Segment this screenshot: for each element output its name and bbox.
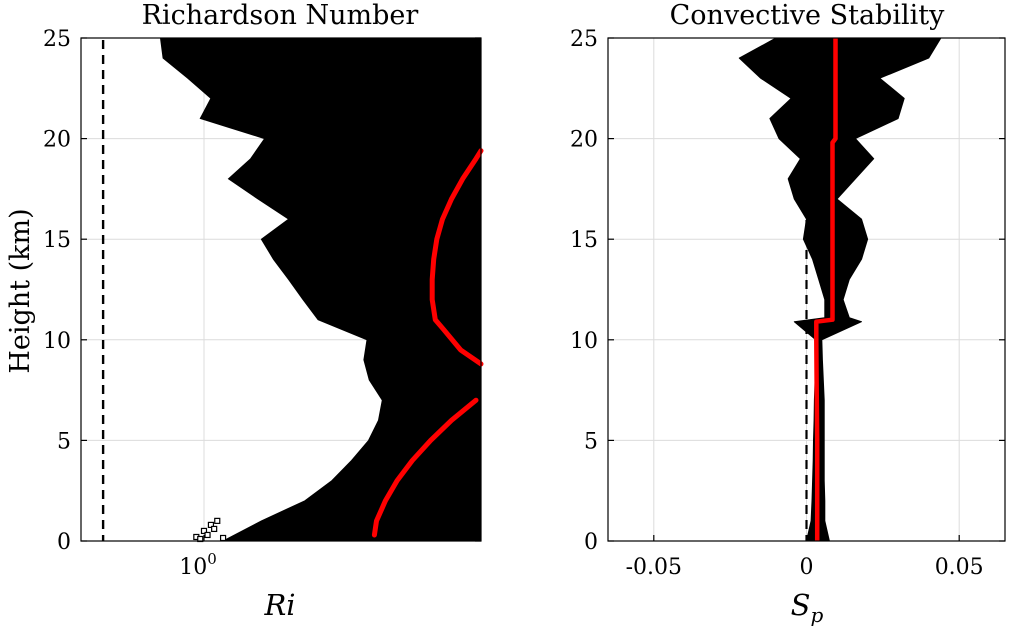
ri-base-marker bbox=[211, 525, 218, 533]
sp-ytick-label: 25 bbox=[570, 27, 598, 52]
ri-base-marker bbox=[207, 521, 215, 529]
ri-base-marker bbox=[200, 527, 208, 535]
ri-ytick-label: 5 bbox=[57, 429, 71, 454]
panel-richardson-series bbox=[159, 37, 484, 543]
ri-mean-profile-segment-1 bbox=[371, 397, 479, 538]
panel-convective-xlabel: Sp bbox=[791, 588, 824, 626]
ri-ytick-label: 25 bbox=[43, 27, 71, 52]
sp-ytick-label: 20 bbox=[570, 128, 598, 153]
ri-ytick-label: 15 bbox=[43, 228, 71, 253]
ri-xtick-label-exp: 0 bbox=[207, 550, 217, 568]
sp-ytick-label: 5 bbox=[584, 429, 598, 454]
panel-convective-title: Convective Stability bbox=[670, 0, 945, 31]
panel-richardson-frame bbox=[80, 37, 482, 542]
sp-ensemble-envelope bbox=[738, 37, 942, 542]
ri-ytick-label: 20 bbox=[43, 128, 71, 153]
panel-convective-series bbox=[738, 37, 942, 542]
sp-xtick-label: 0 bbox=[800, 555, 814, 580]
ri-ytick-label: 10 bbox=[43, 329, 71, 354]
panel-convective-ticks: 0 5 10 15 20 25 -0.05 0 0.05 bbox=[570, 27, 1005, 580]
ri-base-marker bbox=[204, 531, 211, 539]
panel-convective-xlabel-main: S bbox=[791, 588, 811, 622]
sp-xtick-label: -0.05 bbox=[626, 555, 682, 580]
ri-base-marker bbox=[214, 517, 221, 524]
sp-xtick-label: 0.05 bbox=[935, 555, 984, 580]
panel-richardson-title: Richardson Number bbox=[142, 0, 419, 31]
ri-mean-profile-segment-2 bbox=[429, 148, 484, 367]
ri-ytick-label: 0 bbox=[57, 530, 71, 555]
sp-ytick-label: 0 bbox=[584, 530, 598, 555]
sp-mean-profile bbox=[814, 38, 838, 541]
figure-ylabel: Height (km) bbox=[5, 208, 36, 373]
panel-richardson-xlabel: Ri bbox=[263, 588, 295, 622]
ri-base-marker bbox=[219, 534, 227, 542]
ri-ensemble-base-markers bbox=[193, 517, 227, 543]
panel-convective-xlabel-sub: p bbox=[811, 603, 824, 626]
ri-xtick-label: 100 bbox=[179, 550, 217, 580]
ri-xtick-label-base: 10 bbox=[179, 555, 207, 580]
sp-ytick-label: 10 bbox=[570, 329, 598, 354]
ri-ensemble-envelope bbox=[159, 37, 482, 542]
sp-ytick-label: 15 bbox=[570, 228, 598, 253]
panel-convective: Convective Stability 0 5 10 15 20 25 -0.05 0 0.0… bbox=[570, 0, 1006, 626]
